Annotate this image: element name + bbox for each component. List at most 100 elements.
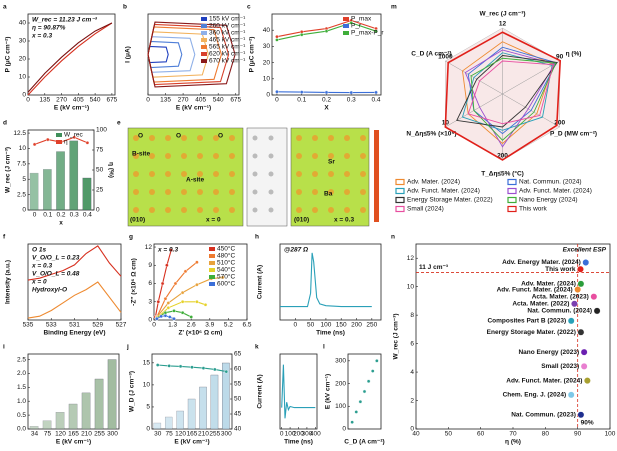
x-tick-label: 34 [31,431,39,438]
legend-label: 465 kV cm⁻¹ [209,37,246,44]
point [178,364,183,369]
atom [165,153,171,159]
legend-swatch [201,59,207,63]
panel-letter: i [3,344,5,351]
y-tick-label: 30 [19,38,27,45]
atom [328,153,334,159]
y-tick-label: 0 [410,426,414,433]
y2-tick-label: 60 [234,366,242,373]
x-tick-label: 533 [46,322,57,329]
image-label: O [218,133,223,140]
point [195,299,199,304]
x-tick-label: 165 [187,431,198,438]
y-tick-label: 6 [410,340,414,347]
y2-tick-label: 65 [234,351,242,358]
x-tick-label: 540 [213,97,224,104]
point [354,410,359,414]
atom [229,153,235,159]
atom [252,135,258,141]
legend-swatch [343,31,349,35]
point [299,32,304,37]
legend-label: Small (2024) [407,206,444,213]
x-tick-label: 270 [178,97,189,104]
legend-label: 565 kV cm⁻¹ [209,44,246,51]
x-tick-label: 150 [336,322,347,329]
y-tick-label: 7.5 [17,161,26,168]
radar-series [444,31,562,161]
point [180,290,185,295]
legend-label: Nat. Commun. (2024) [519,179,582,186]
x-tick-label: 0 [146,97,150,104]
y-tick-label: 0.0 [17,426,26,433]
atom [328,207,334,213]
atom [181,171,187,177]
panel-letter: l [323,344,325,351]
x-tick-label: 90 [574,431,582,438]
x-axis-label: η (%) [505,439,521,446]
point [172,309,176,313]
y-tick-label: 0 [342,426,346,433]
atom [197,207,203,213]
point-label: Nano Energy (2023) [518,349,579,356]
legend-swatch [395,196,405,204]
x-tick-label: 0 [33,212,37,219]
series-line [147,45,169,64]
point-label: Energy Storage Mater. (2022) [487,329,576,336]
atom [360,189,366,195]
atom [229,207,235,213]
legend-label: 570°C [217,273,235,281]
annotation: @287 Ω [284,247,308,254]
y-axis-label: -Z'' (×10⁶ Ω cm) [131,258,138,306]
x-tick-label: 210 [81,431,92,438]
series-line [281,364,316,419]
point [180,299,185,304]
point [163,310,168,315]
point [370,369,375,373]
legend-label: 670 kV cm⁻¹ [209,58,246,65]
atom [213,135,219,141]
legend-label: 480°C [217,252,235,260]
legend-label: This work [519,206,548,213]
y2-tick-label: 55 [234,381,242,388]
x-tick-label: 400 [310,431,321,438]
y-tick-label: 2.5 [17,356,26,363]
bar [107,359,117,430]
y-tick-label: 2.0 [17,370,26,377]
point [299,90,304,94]
y-tick-label: 100 [335,403,346,410]
y-tick-label: 20 [19,56,27,63]
reference-label: 11 J cm⁻³ [419,264,449,271]
legend-label: 540°C [217,266,235,274]
atom [197,189,203,195]
atom [229,135,235,141]
legend-label: Energy Storage Mater. (2022) [407,197,493,204]
annotation: η = 90.87% [32,25,66,32]
atom [197,135,203,141]
atom [181,135,187,141]
x-tick-label: 270 [56,97,67,104]
y2-tick-label: 0 [96,207,100,214]
radar-axis-label: C_D (A cm⁻²) [411,51,451,58]
point [350,420,354,424]
bar [82,177,92,211]
legend-swatch [343,24,349,28]
legend-label: 360 kV cm⁻¹ [209,30,246,37]
atom [296,153,302,159]
point [349,90,354,95]
point [156,299,161,304]
image-label: B-site [132,151,150,158]
point-label: Composites Part B (2023) [487,318,566,325]
x-tick-label: 50 [445,431,453,438]
y2-tick-label: 75 [96,147,104,154]
point-label: Acta. Mater. (2023) [532,293,589,300]
radar-axis-label: P_D (MW cm⁻²) [550,131,597,138]
point [577,265,584,273]
atom [360,153,366,159]
atom [197,153,203,159]
radar-axis-label: N_Δη≤5% (×10⁵) [406,131,456,138]
legend-swatch [395,187,405,195]
radar-series [470,57,557,141]
point [567,317,575,325]
x-tick-label: 255 [209,431,220,438]
point [159,314,163,319]
